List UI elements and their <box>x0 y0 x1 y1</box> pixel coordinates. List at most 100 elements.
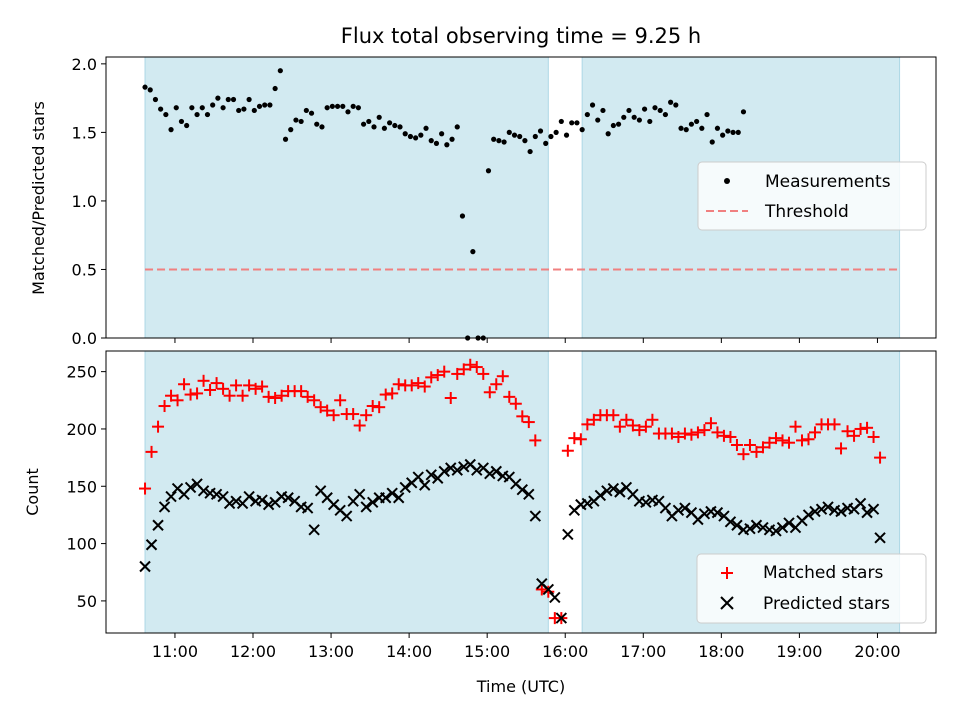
measurement-point <box>418 132 424 138</box>
measurement-point <box>189 105 195 111</box>
bottom-ylabel: Count <box>23 468 42 516</box>
matched-star-marker <box>295 385 308 398</box>
measurement-point <box>584 111 590 118</box>
predicted-marker-stroke <box>438 465 450 478</box>
matched-star-marker <box>691 426 704 439</box>
matched-star-marker <box>620 413 633 426</box>
measurement-point <box>647 118 653 125</box>
predicted-star-marker <box>386 487 398 499</box>
matched-star-marker <box>776 434 789 447</box>
predicted-marker-stroke <box>529 510 542 522</box>
predicted-marker-stroke <box>516 484 529 496</box>
predicted-marker-stroke <box>653 495 665 507</box>
predicted-star-marker <box>223 497 236 510</box>
measurement-point <box>662 111 669 118</box>
measurement-point <box>282 136 289 142</box>
measurement-point <box>735 129 741 135</box>
measurement-point <box>485 168 492 174</box>
measurement-point <box>230 96 237 103</box>
predicted-marker-stroke <box>542 583 555 596</box>
predicted-star-marker <box>445 462 457 474</box>
bottom-legend-box <box>696 553 927 624</box>
legend-threshold-label: Threshold <box>764 202 849 222</box>
predicted-star-marker <box>425 469 437 481</box>
predicted-star-marker <box>399 481 411 494</box>
top-legend: Measurements Threshold <box>697 161 927 231</box>
measurement-point <box>563 132 570 138</box>
predicted-marker-stroke <box>386 487 398 499</box>
predicted-star-marker <box>438 465 450 478</box>
x-axis-label: Time (UTC) <box>476 677 565 696</box>
matched-star-marker <box>197 374 210 387</box>
predicted-star-marker <box>679 502 691 514</box>
predicted-marker-stroke <box>288 495 301 507</box>
predicted-star-marker <box>659 502 672 514</box>
matched-star-marker <box>483 386 496 399</box>
matched-star-marker <box>373 401 386 414</box>
predicted-star-marker <box>783 517 795 529</box>
measurement-point <box>491 136 497 142</box>
measurement-point <box>376 114 382 120</box>
measurement-point <box>360 121 367 127</box>
predicted-marker-stroke <box>750 519 763 531</box>
matched-star-marker <box>639 420 652 433</box>
measurement-point <box>262 102 268 108</box>
predicted-marker-stroke <box>353 488 366 500</box>
predicted-star-marker <box>419 479 431 491</box>
measurement-point <box>324 105 330 111</box>
measurement-point <box>699 125 705 131</box>
predicted-star-marker <box>393 492 405 504</box>
matched-star-marker <box>861 421 874 434</box>
predicted-star-marker <box>549 591 561 604</box>
measurement-point <box>397 124 403 130</box>
measurement-point <box>610 122 616 129</box>
matched-star-marker <box>789 420 802 433</box>
predicted-star-marker <box>152 519 164 531</box>
predicted-marker-stroke <box>360 501 372 513</box>
measurement-point <box>413 135 419 141</box>
matched-star-marker <box>275 389 288 402</box>
measurement-point <box>178 118 185 125</box>
measurement-point <box>470 249 476 255</box>
matched-star-marker <box>165 389 178 402</box>
matched-star-marker <box>386 387 399 400</box>
matched-star-marker <box>321 404 334 417</box>
predicted-star-marker <box>184 481 197 494</box>
predicted-star-marker <box>451 464 463 476</box>
predicted-star-marker <box>594 489 607 502</box>
matched-star-marker <box>724 430 737 443</box>
predicted-star-marker <box>145 539 158 551</box>
matched-star-marker <box>308 394 321 407</box>
predicted-marker-stroke <box>477 462 489 474</box>
predicted-marker-stroke <box>770 525 782 537</box>
predicted-star-marker <box>529 510 542 522</box>
predicted-star-marker <box>770 525 782 537</box>
predicted-marker-stroke <box>822 501 834 513</box>
predicted-star-marker <box>672 504 685 517</box>
predicted-marker-stroke <box>158 501 171 513</box>
y-tick-label: 250 <box>66 363 97 382</box>
measurement-point <box>293 117 299 123</box>
predicted-marker-stroke <box>399 481 411 494</box>
measurement-point <box>272 85 278 92</box>
measurement-point <box>147 87 153 93</box>
predicted-star-marker <box>874 532 886 544</box>
top-ylabel: Matched/Predicted stars <box>29 101 48 295</box>
x-tick-label: 16:00 <box>542 642 588 661</box>
predicted-marker-stroke <box>614 486 626 498</box>
predicted-star-marker <box>308 524 320 536</box>
legend-measurements-label: Measurements <box>765 172 891 192</box>
measurement-point <box>241 106 247 112</box>
matched-star-marker <box>756 441 769 454</box>
predicted-marker-stroke <box>223 497 236 510</box>
matched-star-marker <box>425 371 438 384</box>
predicted-marker-stroke <box>282 492 294 504</box>
measurement-point <box>511 132 518 138</box>
predicted-star-marker <box>243 490 255 503</box>
predicted-star-marker <box>256 494 268 506</box>
predicted-star-marker <box>412 471 424 483</box>
predicted-marker-stroke <box>197 485 210 497</box>
measurement-point <box>168 127 174 133</box>
measurement-point <box>303 107 309 114</box>
measurement-point <box>350 103 356 109</box>
